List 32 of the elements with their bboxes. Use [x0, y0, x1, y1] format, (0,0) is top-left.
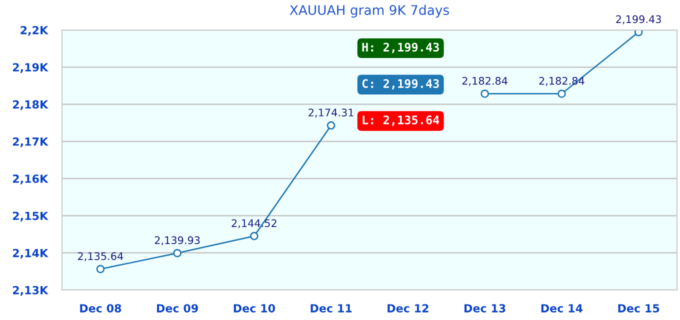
y-tick-label: 2,16K — [12, 174, 48, 184]
x-tick-label: Dec 14 — [541, 304, 583, 312]
x-tick-label: Dec 12 — [388, 304, 428, 312]
annotation: L: 2,135.64 — [362, 115, 440, 126]
point — [326, 121, 336, 130]
x-tick-label: Dec 09 — [156, 304, 198, 312]
y-tick-label: 2,18K — [12, 100, 48, 110]
x-tick-label: Dec 11 — [310, 304, 352, 312]
point — [250, 232, 258, 240]
y-tick-label: 2,15K — [12, 212, 48, 222]
point — [634, 30, 643, 36]
data-label: 2,174.31 — [308, 108, 354, 118]
x-tick-label: Dec 10 — [234, 304, 275, 312]
chart-title: XAUUAH gram 9K 7days — [290, 4, 449, 18]
annotation: C: 2,199.43 — [362, 79, 439, 90]
annotation: H: 2,199.43 — [362, 42, 439, 54]
data-label: 2,199.43 — [616, 15, 661, 24]
x-tick-label: Dec 15 — [618, 304, 660, 312]
y-tick-label: 2,2K — [20, 26, 48, 36]
point — [173, 248, 182, 258]
x-tick-label: Dec 13 — [464, 304, 506, 312]
y-tick-label: 2,13K — [12, 286, 48, 296]
x-tick-label: Dec 08 — [80, 304, 122, 312]
y-tick-label: 2,14K — [12, 248, 48, 259]
point — [96, 264, 105, 274]
y-tick-label: 2,19K — [12, 63, 48, 73]
data-label: 2,182.84 — [462, 76, 508, 86]
y-tick-label: 2,17K — [12, 137, 48, 148]
data-label: 2,135.64 — [78, 252, 124, 262]
point — [558, 90, 566, 98]
point — [480, 90, 489, 98]
data-label: 2,139.93 — [154, 236, 200, 246]
